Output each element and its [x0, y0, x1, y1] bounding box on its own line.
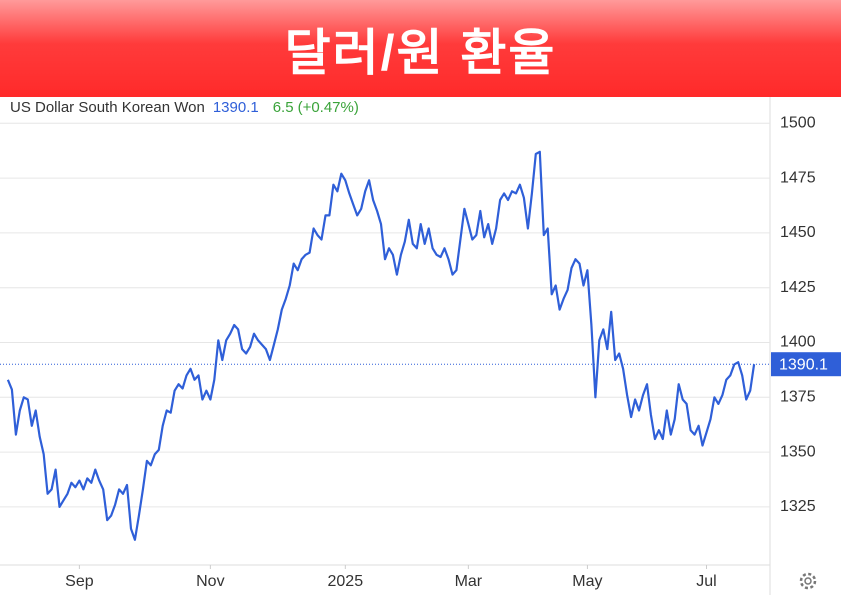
y-tick-label: 1325: [780, 498, 816, 515]
y-tick-label: 1400: [780, 334, 816, 351]
x-tick-label: Jul: [696, 573, 716, 590]
series-name: US Dollar South Korean Won: [10, 99, 205, 116]
y-tick-label: 1500: [780, 115, 816, 132]
y-tick-label: 1375: [780, 389, 816, 406]
title-banner: 달러/원 환율: [0, 0, 841, 97]
x-tick-label: Sep: [65, 573, 94, 590]
price-line: [6, 150, 756, 541]
last-price-label: 1390.1: [779, 356, 828, 373]
title: 달러/원 환율: [284, 24, 557, 81]
last-price: 1390.1: [213, 99, 259, 116]
change: 6.5: [273, 99, 294, 116]
y-tick-label: 1450: [780, 224, 816, 241]
y-tick-label: 1350: [780, 443, 816, 460]
x-tick-label: 2025: [328, 573, 364, 590]
x-tick-label: Mar: [455, 573, 483, 590]
settings-icon[interactable]: [799, 572, 817, 590]
legend: US Dollar South Korean Won 1390.1 6.5 (+0.4…: [10, 99, 359, 116]
y-tick-label: 1425: [780, 279, 816, 296]
x-tick-label: Nov: [196, 573, 224, 590]
change-pct: (+0.47%): [298, 99, 359, 116]
last-price-tag: [771, 352, 841, 377]
x-tick-label: May: [572, 573, 602, 590]
y-tick-label: 1475: [780, 169, 816, 186]
